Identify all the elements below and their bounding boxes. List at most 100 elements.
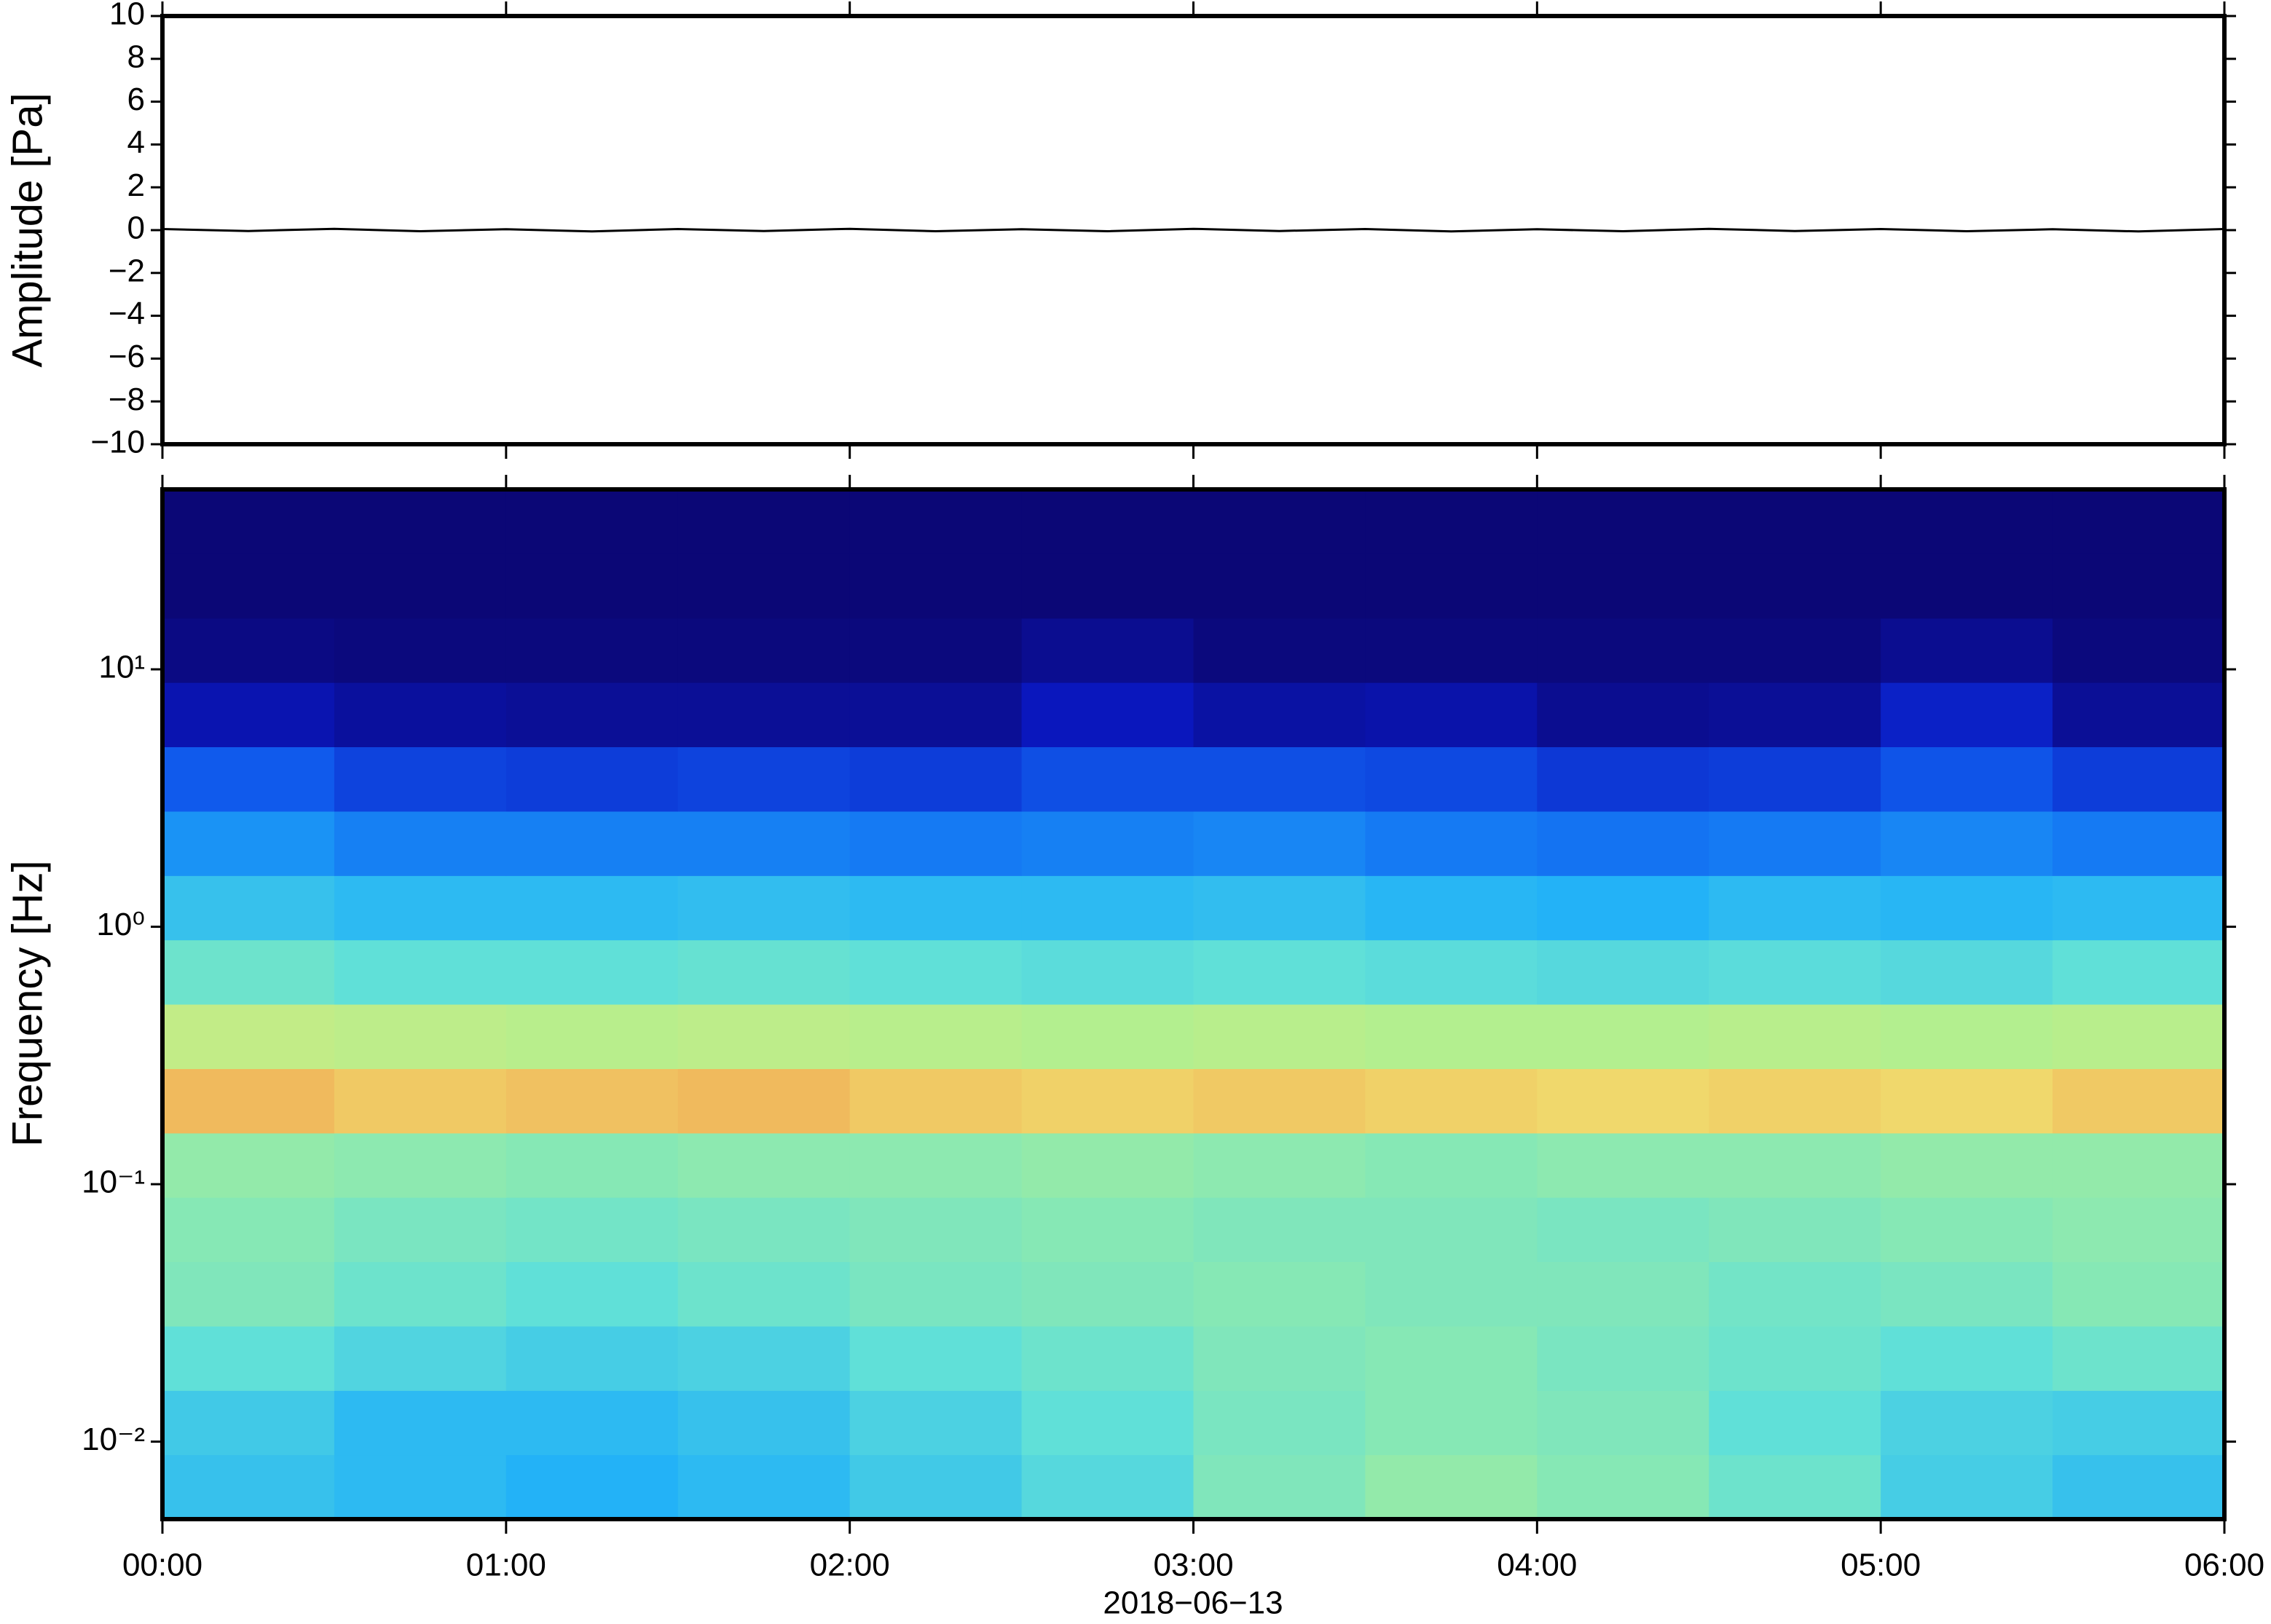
y-tick-label: −2: [109, 253, 145, 288]
heatmap-cell: [162, 553, 335, 619]
heatmap-cell: [1881, 1068, 2053, 1134]
heatmap-cell: [1881, 1004, 2053, 1069]
heatmap-cell: [849, 1454, 1023, 1520]
heatmap-cell: [677, 1197, 851, 1262]
heatmap-cell: [1709, 875, 1881, 941]
heatmap-cell: [334, 682, 507, 747]
y-axis-title: Amplitude [Pa]: [4, 92, 51, 367]
heatmap-cell: [162, 746, 335, 812]
x-tick-label: 06:00: [2184, 1548, 2264, 1583]
y-tick-label: 10⁰: [96, 907, 145, 942]
plot-frame: [160, 14, 2227, 446]
heatmap-cell: [1709, 1454, 1881, 1520]
heatmap-cell: [505, 939, 679, 1005]
heatmap-cell: [1193, 1454, 1366, 1520]
y-tick-label: −6: [109, 339, 145, 374]
heatmap-cell: [1881, 489, 2053, 554]
y-tick-label: 0: [127, 210, 145, 246]
heatmap-cell: [2052, 682, 2225, 747]
heatmap-cell: [2052, 553, 2225, 619]
heatmap-cell: [677, 746, 851, 812]
heatmap-cell: [1709, 1261, 1881, 1327]
heatmap-cell: [1193, 811, 1366, 876]
heatmap-cell: [505, 811, 679, 876]
heatmap-cell: [1193, 1261, 1366, 1327]
heatmap-cell: [505, 682, 679, 747]
heatmap-cell: [1193, 1132, 1366, 1198]
heatmap-cell: [677, 1004, 851, 1069]
heatmap-cell: [1709, 1390, 1881, 1456]
heatmap-cell: [1365, 682, 1538, 747]
heatmap-cell: [162, 618, 335, 683]
heatmap-cell: [1021, 489, 1194, 554]
heatmap-cell: [1365, 1325, 1538, 1391]
x-tick-label: 05:00: [1841, 1548, 1921, 1583]
heatmap-cell: [1881, 746, 2053, 812]
heatmap-cell: [2052, 1390, 2225, 1456]
heatmap-cell: [1365, 489, 1538, 554]
heatmap-cell: [1365, 1132, 1538, 1198]
heatmap-cell: [1021, 1132, 1194, 1198]
heatmap-cell: [1021, 1325, 1194, 1391]
heatmap-cell: [1365, 1004, 1538, 1069]
heatmap-cell: [1537, 1068, 1709, 1134]
heatmap-cell: [849, 1132, 1023, 1198]
heatmap-cell: [505, 618, 679, 683]
heatmap-cell: [1537, 1004, 1709, 1069]
heatmap-cell: [1709, 746, 1881, 812]
heatmap-cell: [334, 1261, 507, 1327]
heatmap-cell: [2052, 618, 2225, 683]
heatmap-cell: [162, 811, 335, 876]
heatmap-cell: [849, 1004, 1023, 1069]
heatmap-cell: [334, 1325, 507, 1391]
heatmap-cell: [677, 875, 851, 941]
heatmap-cell: [1709, 939, 1881, 1005]
y-axis-title: Frequency [Hz]: [4, 860, 51, 1146]
heatmap-cell: [1193, 746, 1366, 812]
heatmap-cell: [334, 618, 507, 683]
heatmap-cell: [1709, 553, 1881, 619]
y-tick-label: −10: [90, 425, 145, 460]
heatmap-cell: [1881, 618, 2053, 683]
heatmap-cell: [677, 1132, 851, 1198]
heatmap-cell: [677, 682, 851, 747]
heatmap-cell: [334, 553, 507, 619]
heatmap-cell: [162, 1390, 335, 1456]
heatmap-cell: [334, 939, 507, 1005]
heatmap-cell: [505, 1390, 679, 1456]
heatmap-cell: [1021, 939, 1194, 1005]
heatmap-cell: [1365, 1261, 1538, 1327]
heatmap-cell: [849, 939, 1023, 1005]
heatmap-cell: [505, 553, 679, 619]
heatmap-cell: [1709, 618, 1881, 683]
heatmap-cell: [1537, 875, 1709, 941]
heatmap-cell: [505, 1454, 679, 1520]
heatmap-cell: [1365, 1454, 1538, 1520]
heatmap-cell: [1709, 1004, 1881, 1069]
heatmap-cell: [849, 1325, 1023, 1391]
heatmap-cell: [1537, 1197, 1709, 1262]
heatmap-cell: [1193, 1197, 1366, 1262]
x-tick-label: 01:00: [466, 1548, 546, 1583]
heatmap-cell: [1537, 1390, 1709, 1456]
heatmap-cell: [505, 875, 679, 941]
heatmap-cell: [1021, 811, 1194, 876]
heatmap-cell: [1193, 553, 1366, 619]
heatmap-cell: [162, 682, 335, 747]
y-tick-label: 10⁻¹: [82, 1164, 145, 1200]
heatmap-cell: [334, 1390, 507, 1456]
heatmap-cell: [849, 746, 1023, 812]
y-tick-label: 10¹: [98, 650, 145, 685]
heatmap-cell: [2052, 875, 2225, 941]
heatmap-cell: [677, 939, 851, 1005]
y-tick-label: 10⁻²: [82, 1422, 145, 1457]
heatmap-cell: [1537, 1132, 1709, 1198]
heatmap-cell: [849, 1197, 1023, 1262]
heatmap-cell: [1537, 618, 1709, 683]
heatmap-cell: [334, 1132, 507, 1198]
heatmap-cell: [1021, 875, 1194, 941]
heatmap-cell: [1193, 618, 1366, 683]
heatmap-cell: [1365, 1197, 1538, 1262]
heatmap-cell: [1537, 553, 1709, 619]
